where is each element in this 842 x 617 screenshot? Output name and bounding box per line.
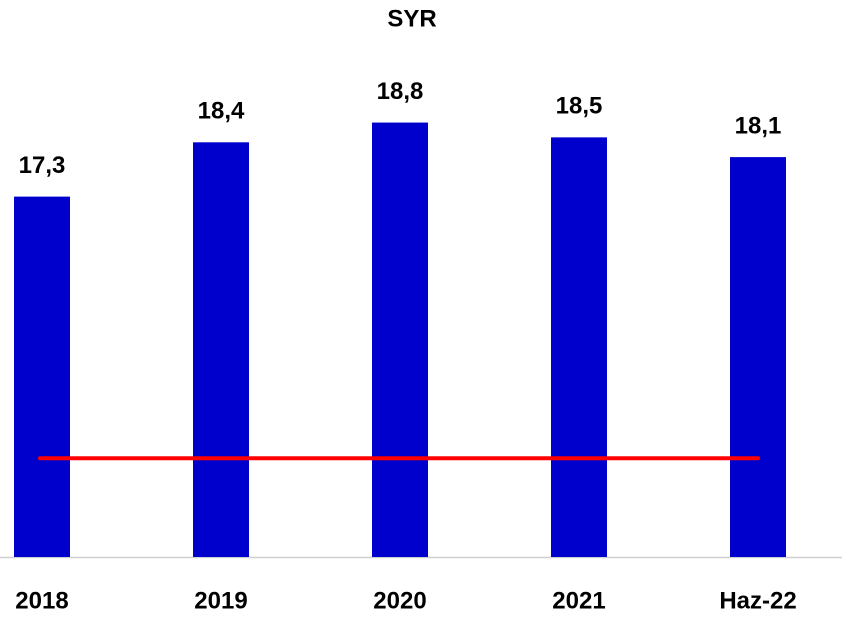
data-label: 18,5 (556, 93, 603, 120)
x-tick-label: 2021 (552, 587, 605, 614)
x-tick-label: 2019 (194, 587, 247, 614)
bar (14, 196, 70, 557)
bar (372, 122, 428, 557)
x-tick-label: Haz-22 (719, 587, 796, 614)
data-label: 18,1 (735, 112, 782, 139)
bar (730, 157, 786, 557)
bar (551, 137, 607, 558)
data-label: 18,4 (198, 98, 245, 125)
x-tick-label: 2020 (373, 587, 426, 614)
data-label: 17,3 (19, 152, 66, 179)
bar (193, 142, 249, 557)
chart-title: SYR (387, 5, 436, 32)
x-tick-label: 2018 (15, 587, 68, 614)
data-label: 18,8 (377, 78, 424, 105)
